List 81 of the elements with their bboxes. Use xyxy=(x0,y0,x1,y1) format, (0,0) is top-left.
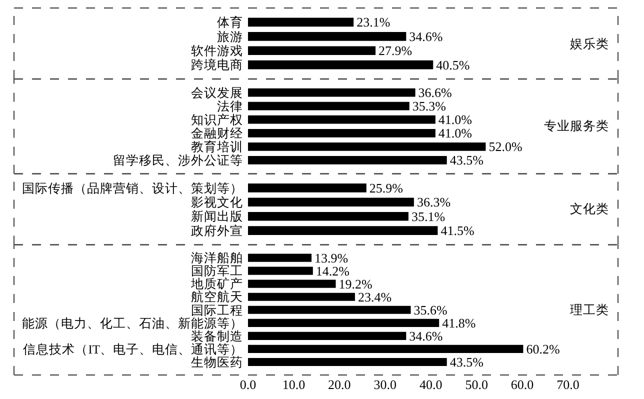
data-label: 41.8% xyxy=(442,315,476,330)
y-tick-label: 留学移民、涉外公证等 xyxy=(113,154,243,168)
y-tick-label: 新闻出版 xyxy=(191,210,243,224)
bar xyxy=(248,318,440,327)
bar xyxy=(248,280,336,288)
bar xyxy=(248,142,486,151)
y-tick-label: 教育培训 xyxy=(191,139,243,154)
y-tick-label: 政府外宣 xyxy=(191,222,243,238)
x-tick-label: 0.0 xyxy=(240,377,256,392)
y-tick-label: 信息技术（IT、电子、电信、通讯等） xyxy=(23,342,243,356)
bar xyxy=(248,266,313,275)
y-tick-label: 装备制造 xyxy=(191,329,243,344)
x-tick-label: 30.0 xyxy=(374,377,397,392)
data-label: 52.0% xyxy=(488,139,522,154)
bar xyxy=(248,306,411,314)
x-tick-label: 60.0 xyxy=(510,377,534,392)
annotation: 专业服务类 xyxy=(544,119,609,133)
data-label: 19.2% xyxy=(338,276,373,292)
data-label: 13.9% xyxy=(314,250,348,266)
bar xyxy=(248,32,406,41)
data-label: 36.3% xyxy=(416,194,451,210)
y-tick-label: 国际传播（品牌营销、设计、策划等） xyxy=(22,181,243,196)
data-label: 35.6% xyxy=(414,302,448,318)
text: 理工类 xyxy=(570,303,609,317)
bar xyxy=(248,226,438,235)
y-tick-label: 影视文化 xyxy=(191,196,243,210)
bar xyxy=(248,344,524,353)
data-label: 41.0% xyxy=(438,126,472,141)
y-tick-label: 金融财经 xyxy=(191,126,243,141)
y-tick-label: 航空航天 xyxy=(191,290,243,304)
data-label: 25.9% xyxy=(369,180,404,196)
bar xyxy=(248,332,406,340)
text: 文化类 xyxy=(570,202,609,216)
data-label: 35.1% xyxy=(411,208,446,224)
y-tick-label: 海洋船舶 xyxy=(191,251,243,266)
y-tick-label: 法律 xyxy=(217,99,243,114)
y-tick-label: 知识产权 xyxy=(191,112,243,127)
data-label: 41.5% xyxy=(440,223,474,238)
y-tick-label: 国际工程 xyxy=(191,303,243,318)
y-tick-label: 能源（电力、化工、石油、新能源等） xyxy=(22,316,243,330)
data-label: 27.9% xyxy=(378,43,412,58)
bar xyxy=(248,128,436,138)
bar xyxy=(248,156,447,164)
bar xyxy=(248,184,366,192)
data-label: 23.1% xyxy=(356,14,390,30)
y-tick-label: 旅游 xyxy=(217,30,243,44)
x-tick-label: 10.0 xyxy=(282,377,306,392)
y-tick-label: 会议发展 xyxy=(191,86,243,100)
bar xyxy=(248,46,376,56)
x-tick-label: 50.0 xyxy=(465,377,488,392)
data-label: 43.5% xyxy=(450,152,484,168)
text: 娱乐类 xyxy=(570,37,609,51)
data-label: 43.5% xyxy=(450,354,484,370)
y-tick-label: 国防军工 xyxy=(191,264,243,278)
x-tick-label: 20.0 xyxy=(328,377,351,392)
x-tick-label: 40.0 xyxy=(419,377,442,392)
data-label: 34.6% xyxy=(409,28,443,44)
bar xyxy=(248,212,408,221)
data-label: 23.4% xyxy=(358,289,392,304)
data-label: 34.6% xyxy=(409,328,443,344)
x-tick-label: 70.0 xyxy=(556,377,580,392)
data-label: 35.3% xyxy=(412,98,446,114)
data-label: 41.0% xyxy=(438,112,472,128)
data-label: 40.5% xyxy=(436,57,470,72)
bar xyxy=(248,198,414,207)
bar xyxy=(248,102,410,110)
bar xyxy=(248,358,447,366)
data-label: 60.2% xyxy=(526,341,560,356)
y-tick-label: 地质矿产 xyxy=(190,277,243,292)
y-tick-label: 体育 xyxy=(217,14,243,30)
bar xyxy=(248,292,355,301)
bar xyxy=(248,60,434,70)
y-tick-label: 生物医药 xyxy=(191,355,243,370)
bar xyxy=(248,18,354,27)
bar xyxy=(248,254,312,262)
bar xyxy=(248,88,416,97)
y-tick-label: 软件游戏 xyxy=(191,44,243,58)
data-label: 36.6% xyxy=(418,85,452,100)
bar xyxy=(248,115,436,124)
y-tick-label: 跨境电商 xyxy=(191,57,243,72)
data-label: 14.2% xyxy=(316,263,350,278)
